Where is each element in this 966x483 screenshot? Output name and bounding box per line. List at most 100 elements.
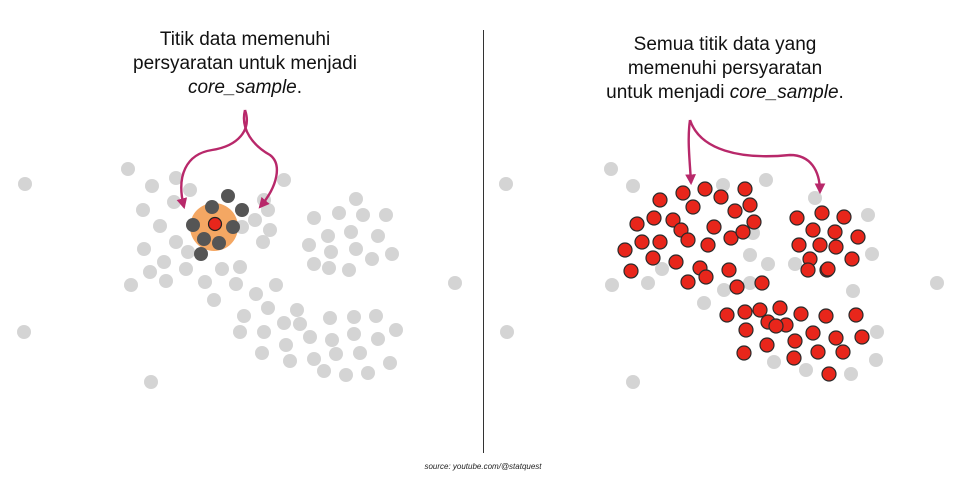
right-caption-term: core_sample [729, 82, 839, 103]
core-sample-point [706, 219, 722, 235]
data-point [248, 213, 262, 227]
data-point [626, 179, 640, 193]
core-sample-point [746, 214, 762, 230]
data-point [293, 317, 307, 331]
core-sample-point [729, 279, 745, 295]
data-point [761, 257, 775, 271]
data-point [179, 262, 193, 276]
data-point [604, 162, 618, 176]
data-point [844, 367, 858, 381]
data-point [277, 316, 291, 330]
neighbor-point [221, 189, 235, 203]
neighbor-point [205, 200, 219, 214]
core-sample-point [698, 269, 714, 285]
core-sample-point [721, 262, 737, 278]
data-point [18, 177, 32, 191]
data-point [169, 235, 183, 249]
data-point [869, 353, 883, 367]
core-sample-point [645, 250, 661, 266]
data-point [229, 277, 243, 291]
data-point [307, 257, 321, 271]
core-sample-point [754, 275, 770, 291]
data-point [153, 219, 167, 233]
right-arrow-to-cluster-east [688, 119, 826, 195]
data-point [183, 183, 197, 197]
data-point [717, 283, 731, 297]
core-sample-point [768, 318, 784, 334]
core-sample-point [737, 304, 753, 320]
data-point [626, 375, 640, 389]
core-sample-point [786, 350, 802, 366]
data-point [697, 296, 711, 310]
data-point [865, 247, 879, 261]
core-sample-point [738, 322, 754, 338]
data-point [255, 346, 269, 360]
data-point [499, 177, 513, 191]
neighbor-point [226, 220, 240, 234]
right-caption-prefix: untuk menjadi [606, 82, 730, 103]
data-point [136, 203, 150, 217]
data-point [743, 248, 757, 262]
data-point [788, 257, 802, 271]
data-point [641, 276, 655, 290]
data-point [269, 278, 283, 292]
data-point [371, 332, 385, 346]
core-sample-point [800, 262, 816, 278]
core-sample-point [805, 222, 821, 238]
core-sample-point [207, 216, 223, 232]
data-point [157, 255, 171, 269]
data-point [233, 260, 247, 274]
core-sample-point [723, 230, 739, 246]
neighbor-point [197, 232, 211, 246]
core-sample-point [844, 251, 860, 267]
core-sample-point [737, 181, 753, 197]
data-point [169, 171, 183, 185]
left-caption-term: core_sample [187, 77, 297, 98]
data-point [389, 323, 403, 337]
core-sample-point [752, 302, 768, 318]
core-sample-point [812, 237, 828, 253]
data-point [347, 310, 361, 324]
data-point [215, 262, 229, 276]
data-point [207, 293, 221, 307]
core-sample-point [828, 239, 844, 255]
core-sample-point [665, 212, 681, 228]
core-sample-point [727, 203, 743, 219]
left-scatter-plot [17, 162, 462, 389]
data-point [799, 363, 813, 377]
core-sample-point [680, 274, 696, 290]
right-caption-line-3: untuk menjadi core_sample. [570, 81, 880, 105]
data-point [930, 276, 944, 290]
data-point [263, 223, 277, 237]
right-arrow-to-cluster-west [685, 119, 696, 186]
core-sample-point [791, 237, 807, 253]
data-point [448, 276, 462, 290]
data-point [317, 364, 331, 378]
data-point [371, 229, 385, 243]
core-sample-point [697, 181, 713, 197]
data-point [655, 262, 669, 276]
data-point [353, 346, 367, 360]
core-sample-point [821, 366, 837, 382]
core-sample-point [818, 308, 834, 324]
data-point [233, 325, 247, 339]
data-point [870, 325, 884, 339]
left-caption-line-3: core_sample. [100, 76, 390, 100]
neighbor-point [212, 236, 226, 250]
core-sample-point [646, 210, 662, 226]
data-point [279, 338, 293, 352]
core-sample-point [787, 333, 803, 349]
core-sample-point [810, 344, 826, 360]
core-sample-point [836, 209, 852, 225]
core-sample-point [675, 185, 691, 201]
core-sample-point [736, 345, 752, 361]
data-point [307, 211, 321, 225]
data-point [356, 208, 370, 222]
data-point [198, 275, 212, 289]
data-point [257, 325, 271, 339]
data-point [716, 178, 730, 192]
neighbor-point [235, 203, 249, 217]
data-point [349, 192, 363, 206]
data-point [342, 263, 356, 277]
